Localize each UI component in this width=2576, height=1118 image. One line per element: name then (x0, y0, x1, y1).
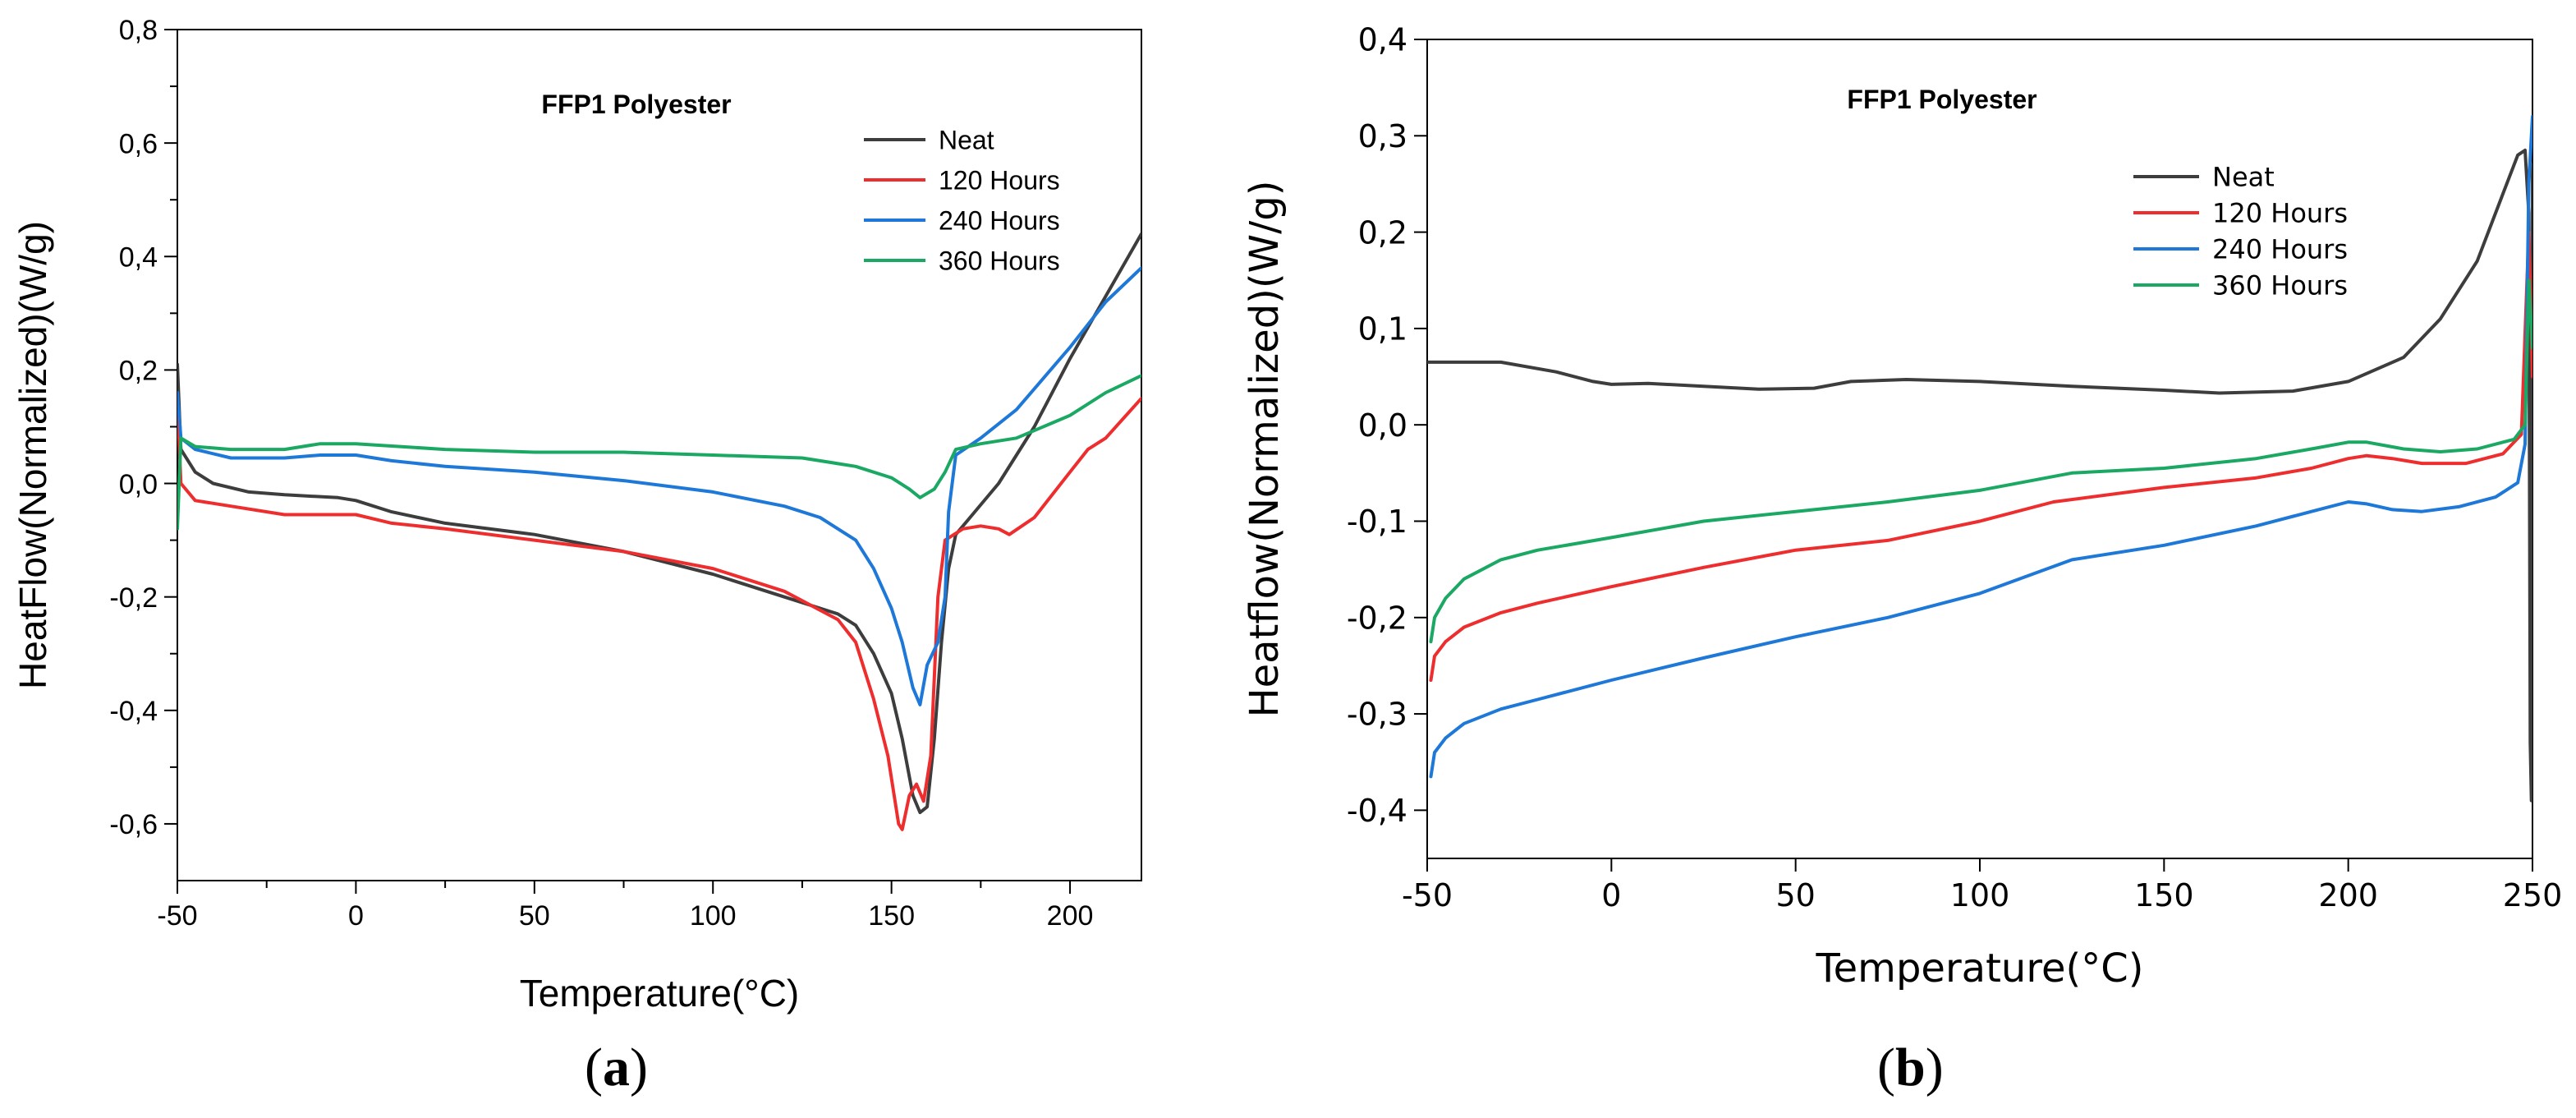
legend-label-neat: Neat (939, 126, 994, 155)
x-tick-label: 150 (2134, 877, 2194, 913)
chart-title: FFP1 Polyester (541, 90, 731, 119)
chart-title: FFP1 Polyester (1847, 85, 2036, 114)
y-tick-label: -0,2 (109, 582, 158, 614)
y-tick-label: -0,4 (1347, 793, 1407, 829)
y-tick-label: -0,3 (1347, 697, 1407, 733)
x-tick-label: 150 (868, 900, 915, 932)
chart-a: -50 0 50 100 150 200 -0,6 -0,4 -0,2 0,0 0,2 0,4 0,6 0… (11, 15, 1142, 1014)
series-line-240-hours (177, 266, 1141, 706)
plot-frame (1426, 39, 2533, 859)
y-tick-label: 0,3 (1358, 118, 1407, 154)
legend-label-120-hours: 120 Hours (2212, 198, 2348, 229)
y-tick-label: -0,6 (109, 809, 158, 840)
legend-label-120-hours: 120 Hours (939, 166, 1060, 196)
x-tick-label: -50 (157, 900, 197, 932)
x-tick-label: 50 (519, 900, 550, 932)
chart-b: -50 0 50 100 150 200 250 -0,4 -0,3 -0,2 -0,1 0,0 0,1… (1242, 22, 2562, 991)
x-tick-label: 200 (2318, 877, 2378, 913)
y-tick-label: 0,4 (119, 242, 158, 274)
series-line-360-hours (1429, 278, 2532, 644)
x-tick-label: 50 (1775, 877, 1815, 913)
y-tick-label: 0,1 (1358, 311, 1407, 347)
series-line-240-hours (1429, 114, 2532, 779)
y-tick-label: -0,4 (109, 696, 158, 727)
y-tick-label: 0,2 (119, 356, 158, 387)
x-tick-label: -50 (1402, 877, 1453, 913)
y-axis-label: HeatFlow(Normalized)(W/g) (11, 221, 54, 689)
y-tick-label: -0,1 (1347, 504, 1407, 540)
y-tick-label: 0,0 (119, 469, 158, 500)
caption-b-letter: b (1894, 1037, 1926, 1097)
y-tick-label: 0,0 (1358, 407, 1407, 444)
y-tick-label: 0,4 (1358, 22, 1407, 58)
series-line-neat (1427, 148, 2532, 803)
y-tick-label: 0,6 (119, 128, 158, 159)
legend-label-240-hours: 240 Hours (939, 206, 1060, 236)
caption-a: (a) (585, 1037, 648, 1097)
caption-a-letter: a (602, 1037, 630, 1097)
x-tick-label: 200 (1047, 900, 1094, 932)
x-axis-label: Temperature(°C) (520, 972, 800, 1014)
x-tick-label: 0 (348, 900, 364, 932)
plot-frame (177, 29, 1142, 881)
series-line-neat (177, 232, 1141, 815)
x-tick-label: 100 (1950, 877, 2010, 913)
x-tick-label: 0 (1601, 877, 1621, 913)
caption-b: (b) (1877, 1037, 1944, 1097)
series-line-360-hours (177, 374, 1141, 531)
series-line-120-hours (1429, 230, 2532, 682)
x-tick-label: 100 (690, 900, 737, 932)
y-axis-label: Heatflow(Normalized)(W/g) (1242, 181, 1288, 718)
x-axis-label: Temperature(°C) (1815, 945, 2143, 991)
legend-label-240-hours: 240 Hours (2212, 234, 2348, 265)
legend-label-360-hours: 360 Hours (939, 246, 1060, 276)
legend-label-neat: Neat (2212, 162, 2275, 193)
y-tick-label: 0,8 (119, 15, 158, 46)
y-tick-label: -0,2 (1347, 600, 1407, 636)
series-line-120-hours (177, 396, 1141, 831)
legend-label-360-hours: 360 Hours (2212, 270, 2348, 301)
x-tick-label: 250 (2503, 877, 2563, 913)
y-tick-label: 0,2 (1358, 214, 1407, 251)
